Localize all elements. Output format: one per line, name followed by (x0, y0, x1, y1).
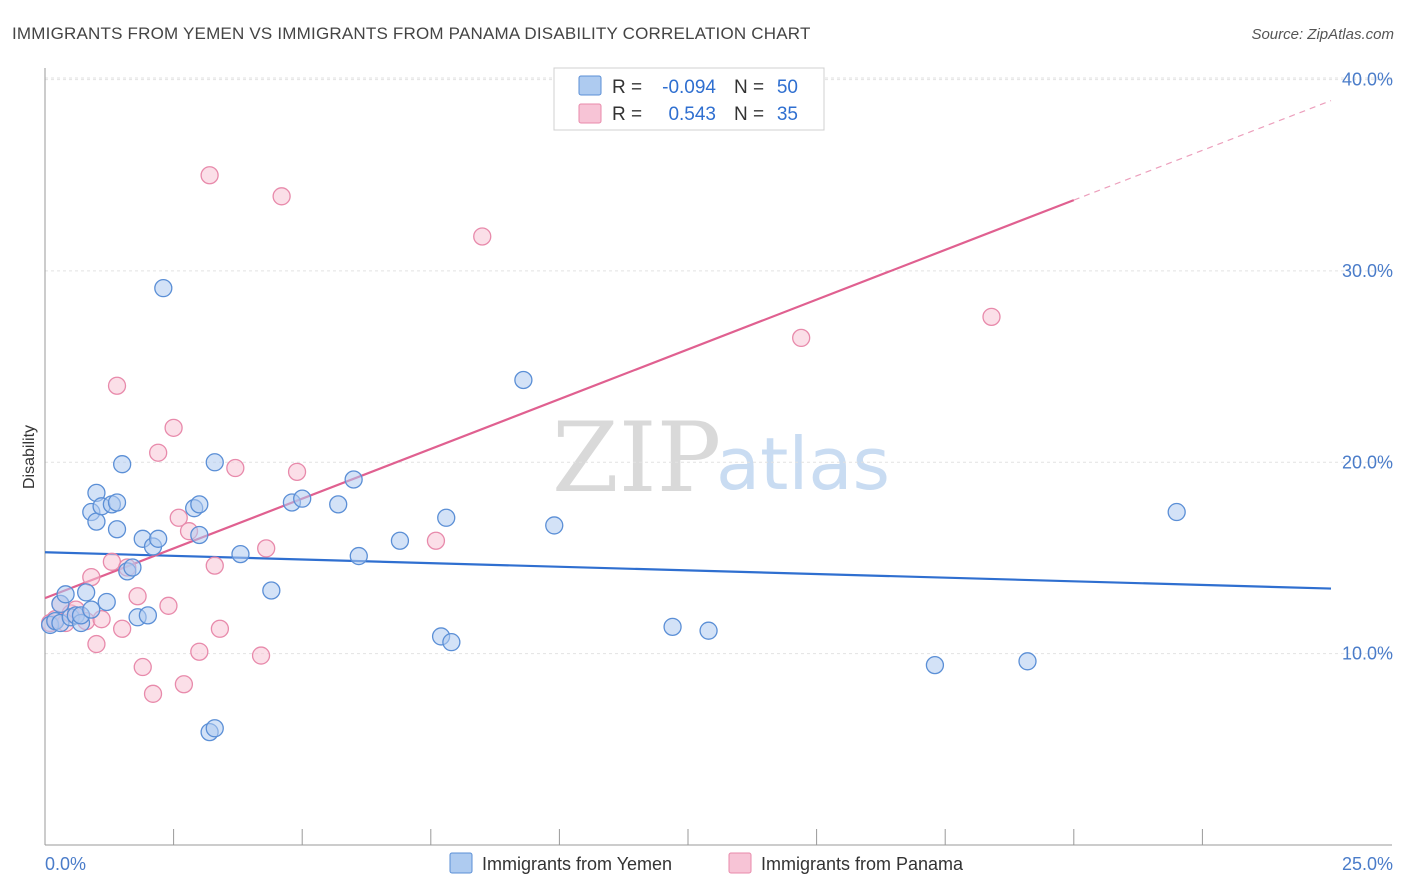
y-tick-label-3: 40.0% (1342, 70, 1393, 90)
point-panama-21 (174, 675, 194, 694)
point-yemen-4 (56, 585, 75, 604)
y-tick-label-1: 20.0% (1342, 452, 1393, 472)
stats-r-value-panama: 0.543 (668, 104, 716, 125)
x-tick-label-0: 0.0% (45, 854, 86, 874)
point-panama-26 (210, 619, 230, 638)
y-tick-label-2: 30.0% (1342, 261, 1393, 281)
x-tick-label-1: 25.0% (1342, 854, 1393, 874)
point-yemen-45 (514, 370, 533, 390)
point-panama-14 (128, 587, 147, 606)
point-yemen-10 (82, 600, 101, 619)
chart-title: IMMIGRANTS FROM YEMEN VS IMMIGRANTS FROM… (12, 24, 811, 43)
point-panama-7 (82, 567, 101, 587)
point-yemen-24 (138, 606, 158, 625)
y-tick-label-0: 10.0% (1342, 644, 1393, 664)
tick-labels: 10.0% 20.0% 30.0% 40.0% 0.0% 25.0% (45, 70, 1393, 874)
point-yemen-41 (390, 531, 410, 550)
stats-n-value-panama: 35 (777, 104, 798, 125)
stats-r-value-yemen: -0.094 (662, 77, 716, 98)
point-panama-20 (169, 508, 188, 527)
point-yemen-33 (205, 453, 224, 472)
point-yemen-29 (190, 495, 209, 514)
point-yemen-51 (1167, 502, 1186, 522)
stats-r-label-yemen: R = (612, 77, 642, 98)
legend-label-yemen: Immigrants from Yemen (482, 854, 672, 874)
data-points (40, 166, 1186, 742)
point-yemen-21 (123, 558, 142, 577)
point-yemen-13 (87, 512, 106, 531)
point-yemen-9 (77, 583, 96, 602)
point-yemen-50 (1018, 652, 1037, 671)
grid-lines (45, 77, 1392, 655)
axes (44, 68, 1392, 846)
point-yemen-40 (349, 546, 368, 566)
stats-swatch-yemen (578, 75, 602, 96)
stats-n-label-panama: N = (734, 104, 764, 125)
point-yemen-19 (113, 455, 132, 474)
source-label: Source: ZipAtlas.com (1251, 26, 1394, 43)
point-yemen-30 (190, 525, 209, 545)
point-yemen-32 (205, 719, 224, 738)
point-panama-16 (143, 684, 163, 703)
legend: Immigrants from Yemen Immigrants from Pa… (449, 852, 964, 874)
point-panama-24 (200, 166, 219, 185)
trend-line-panama (44, 199, 1075, 600)
trend-line-yemen (44, 551, 1332, 590)
point-yemen-49 (925, 655, 945, 675)
point-panama-10 (102, 552, 122, 571)
point-yemen-47 (663, 617, 682, 637)
point-panama-15 (133, 657, 152, 677)
trend-line-dashed-panama (1073, 100, 1332, 201)
point-panama-27 (226, 458, 245, 478)
stats-box: R = -0.094 N = 50 R = 0.543 N = 35 (553, 67, 825, 131)
point-panama-11 (107, 376, 127, 395)
point-yemen-18 (107, 520, 127, 539)
point-yemen-34 (231, 544, 250, 564)
stats-r-label-panama: R = (612, 104, 642, 125)
legend-swatch-yemen (449, 852, 473, 874)
stats-swatch-panama (578, 103, 602, 124)
point-panama-35 (982, 307, 1001, 327)
trend-lines (44, 100, 1332, 600)
legend-label-panama: Immigrants from Panama (761, 854, 964, 874)
point-yemen-37 (293, 489, 312, 508)
point-yemen-44 (442, 633, 461, 652)
point-yemen-43 (437, 508, 456, 527)
point-panama-23 (190, 642, 209, 661)
point-yemen-39 (344, 470, 363, 489)
point-panama-29 (257, 539, 276, 558)
point-panama-32 (426, 531, 446, 550)
point-yemen-26 (149, 529, 168, 548)
point-yemen-27 (154, 278, 173, 298)
point-yemen-48 (699, 621, 718, 640)
point-panama-8 (87, 634, 106, 654)
point-panama-17 (149, 443, 168, 462)
watermark-atlas: atlas (716, 422, 890, 506)
point-panama-30 (272, 187, 291, 206)
point-panama-18 (159, 596, 178, 615)
point-panama-31 (287, 462, 307, 482)
stats-n-value-yemen: 50 (777, 77, 798, 98)
watermark-zip: ZIP (552, 402, 721, 514)
stats-n-label-yemen: N = (734, 77, 764, 98)
point-panama-12 (113, 619, 132, 638)
point-yemen-14 (97, 592, 116, 612)
point-yemen-35 (262, 581, 281, 600)
point-panama-25 (205, 556, 224, 575)
y-axis-label: Disability (21, 425, 38, 489)
point-panama-33 (473, 227, 492, 246)
point-panama-34 (792, 328, 811, 348)
point-yemen-46 (545, 516, 564, 535)
legend-swatch-panama (728, 852, 752, 874)
point-panama-19 (164, 418, 183, 437)
point-panama-28 (251, 646, 271, 665)
point-yemen-17 (107, 493, 127, 512)
point-yemen-38 (329, 495, 348, 514)
